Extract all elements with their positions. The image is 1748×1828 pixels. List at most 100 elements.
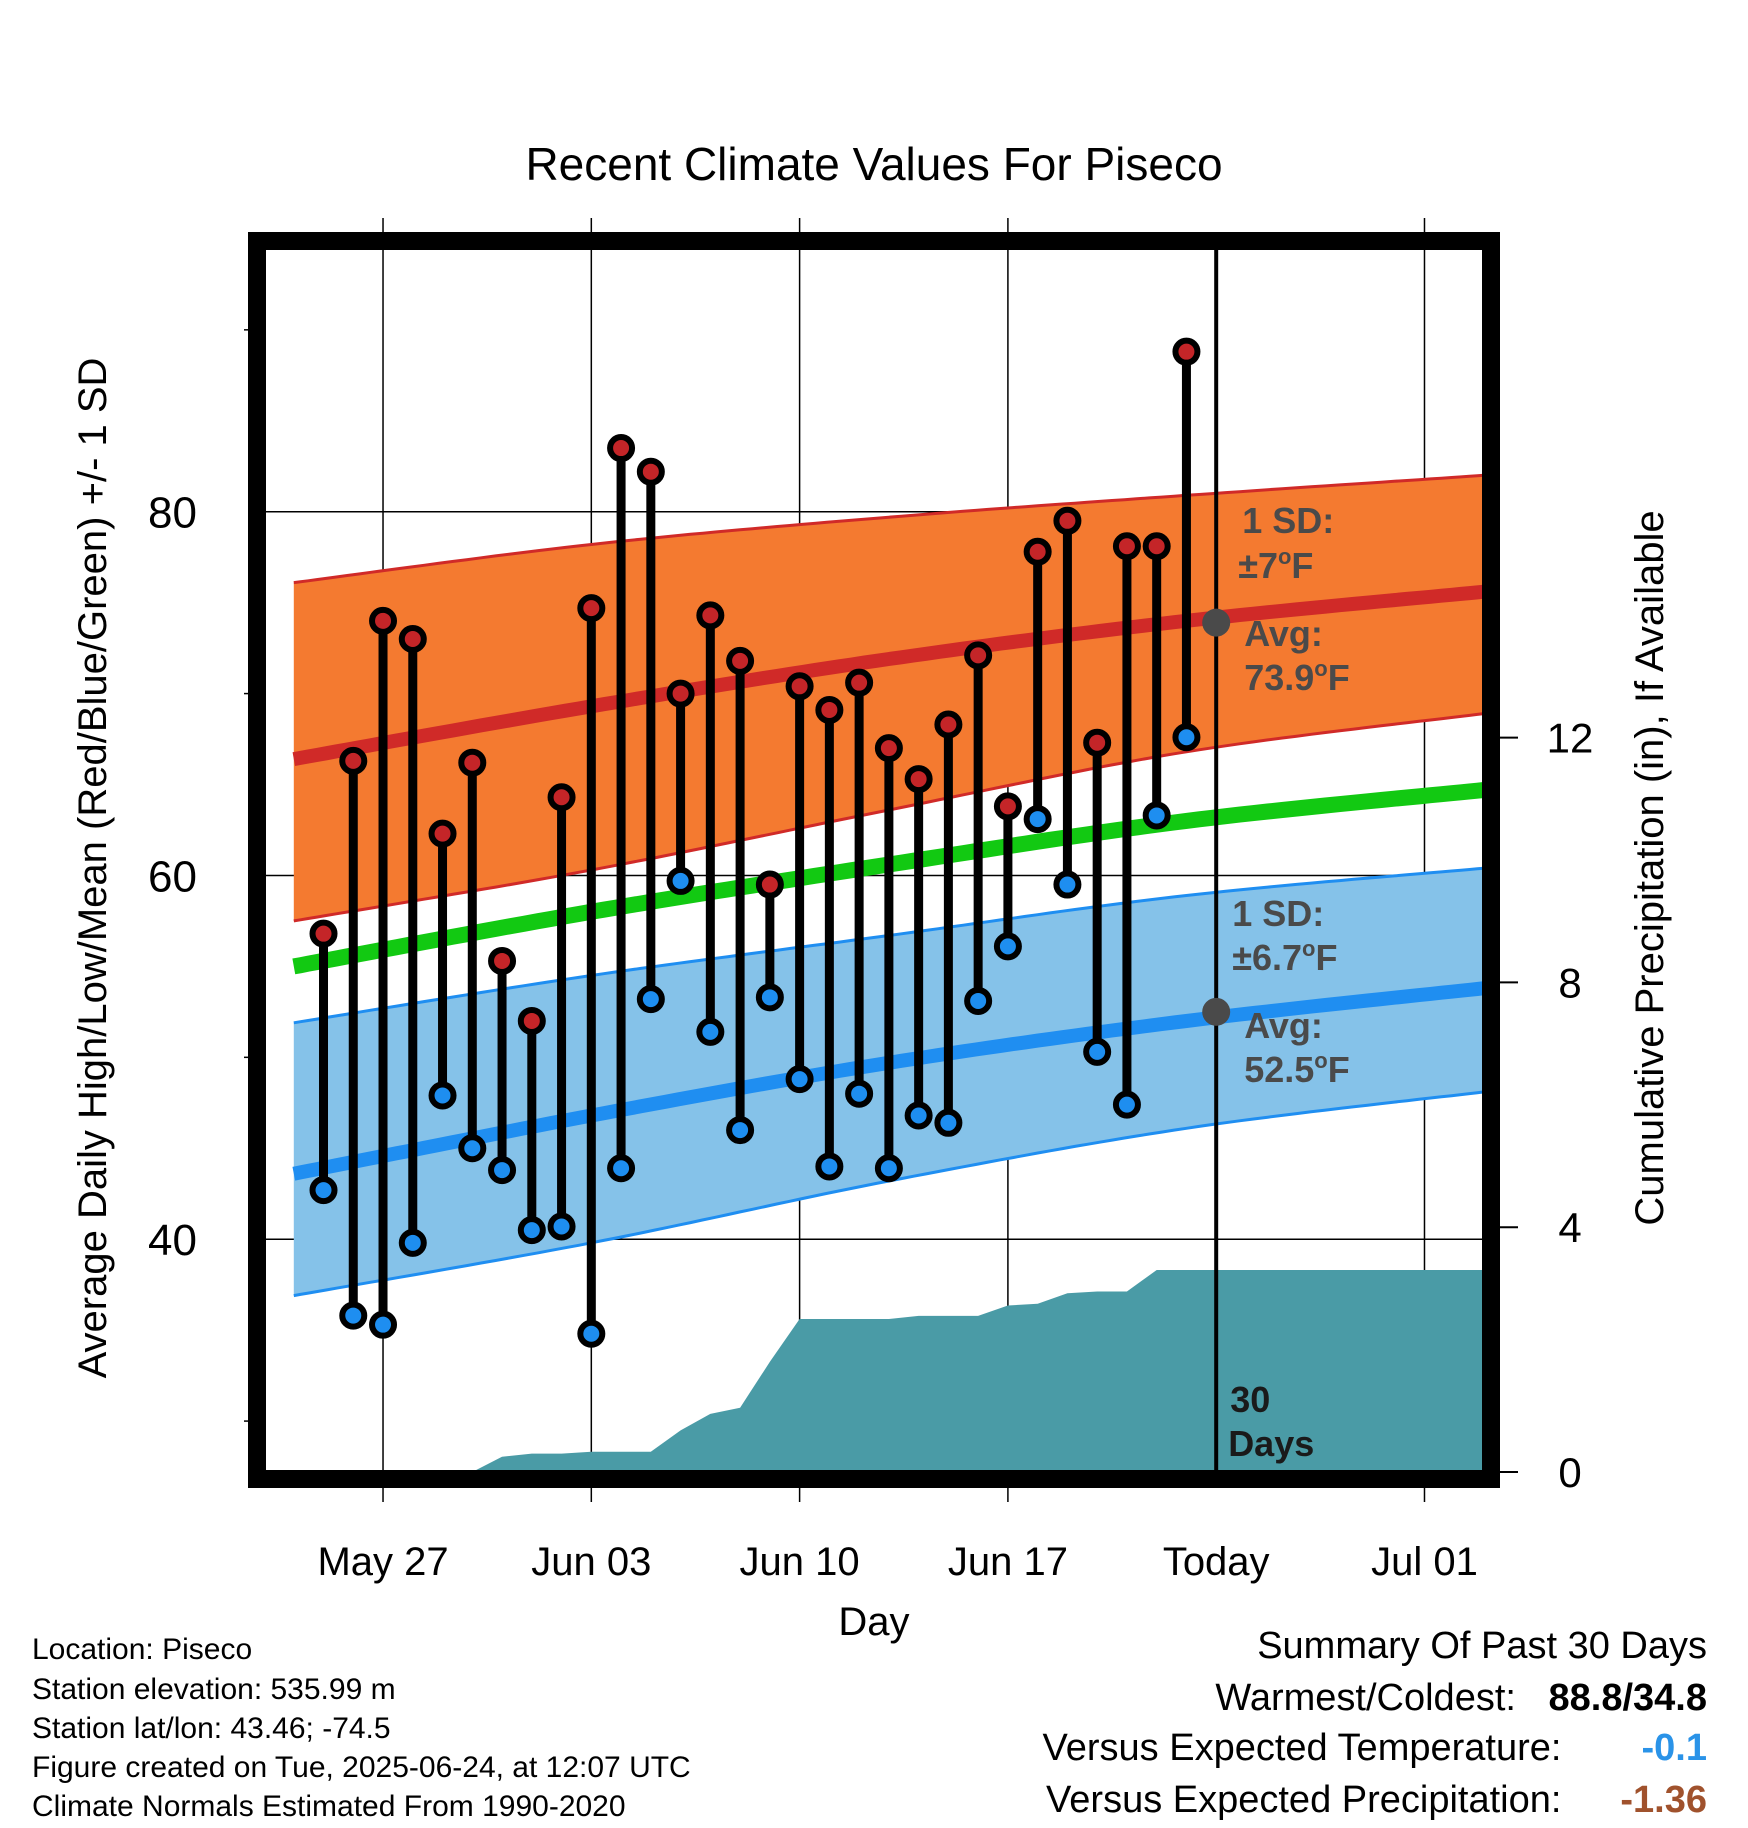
daily-low-point [845,1079,874,1108]
daily-low-point [1053,870,1082,899]
high-sd-label: 1 SD: [1242,500,1334,541]
daily-high-point [517,1006,546,1035]
daily-high-point [369,606,398,635]
today-high-avg-marker [1202,608,1231,637]
y2-axis-title: Cumulative Precipitation (in), If Availa… [1628,510,1672,1225]
y2-tick-label: 8 [1558,959,1581,1006]
precip-value: -1.36 [1620,1779,1707,1821]
daily-low-point [934,1108,963,1137]
low-sd-label: 1 SD: [1232,893,1324,934]
daily-high-point [785,672,814,701]
daily-high-point [458,748,487,777]
daily-low-point [1172,723,1201,752]
daily-high-point [874,734,903,763]
daily-high-point [398,625,427,654]
daily-low-point [785,1065,814,1094]
y2-tick-label: 0 [1558,1449,1581,1496]
warmest-value: 88.8/34.8 [1548,1677,1707,1719]
daily-low-point [726,1116,755,1145]
location-text: Location: Piseco [32,1633,253,1666]
daily-low-point [1023,805,1052,834]
x-tick-label: Today [1163,1540,1270,1584]
daily-high-point [755,870,784,899]
chart-title: Recent Climate Values For Piseco [525,138,1222,190]
daily-high-point [488,946,517,975]
x-tick-label: May 27 [317,1540,448,1584]
daily-low-point [815,1152,844,1181]
daily-high-point [726,646,755,675]
daily-high-point [993,792,1022,821]
y-tick-label: 60 [148,852,197,901]
daily-high-point [1023,537,1052,566]
daily-high-point [309,919,338,948]
daily-high-point [1112,532,1141,561]
low-sd-value: ±6.7oF [1232,936,1337,978]
normals-text: Climate Normals Estimated From 1990-2020 [32,1790,626,1823]
daily-high-point [845,668,874,697]
daily-low-point [696,1017,725,1046]
daily-high-point [547,783,576,812]
daily-low-point [339,1301,368,1330]
daily-low-point [904,1101,933,1130]
plot-frame [248,232,1500,1488]
high-sd-value: ±7oF [1238,544,1313,586]
summary-temp-row: Versus Expected Temperature: -0.1 [1043,1728,1707,1768]
x-tick-label: Jul 01 [1371,1540,1478,1584]
daily-high-point [636,457,665,486]
today-low-avg-marker [1202,997,1231,1026]
daily-high-point [1053,506,1082,535]
daily-high-point [339,746,368,775]
warmest-label: Warmest/Coldest: [1215,1677,1516,1719]
daily-low-point [636,985,665,1014]
daily-low-point [458,1134,487,1163]
temp-label: Versus Expected Temperature: [1042,1727,1562,1769]
daily-low-point [309,1176,338,1205]
high-avg-line [292,584,1485,766]
daily-high-point [1172,337,1201,366]
y2-tick-label: 4 [1558,1204,1581,1251]
x-tick-label: Jun 10 [740,1540,860,1584]
daily-low-point [547,1212,576,1241]
x-tick-label: Jun 17 [948,1540,1068,1584]
daily-high-point [696,601,725,630]
summary-warmest-row: Warmest/Coldest: 88.8/34.8 [1215,1678,1707,1718]
daily-high-point [964,641,993,670]
daily-low-point [488,1156,517,1185]
days-word-label: Days [1228,1423,1314,1464]
low-avg-value: 52.5oF [1244,1048,1350,1090]
temp-value: -0.1 [1641,1727,1707,1769]
daily-low-point [993,932,1022,961]
created-text: Figure created on Tue, 2025-06-24, at 12… [32,1751,691,1784]
daily-low-point [517,1216,546,1245]
daily-high-point [1142,532,1171,561]
daily-high-point [428,819,457,848]
x-tick-label: Jun 03 [531,1540,651,1584]
high-sd-band-upper-edge [293,473,1485,585]
daily-low-point [428,1081,457,1110]
daily-low-point [666,866,695,895]
daily-high-point [666,679,695,708]
daily-high-point [934,710,963,739]
high-avg-value: 73.9oF [1244,656,1350,698]
daily-high-point [577,594,606,623]
daily-high-point [904,765,933,794]
y-tick-label: 80 [148,489,197,538]
summary-title: Summary Of Past 30 Days [1257,1625,1707,1667]
y-axis-title: Average Daily High/Low/Mean (Red/Blue/Gr… [71,358,115,1379]
low-avg-label: Avg: [1244,1005,1323,1046]
precip-area [353,1270,1484,1472]
daily-high-point [815,695,844,724]
daily-low-point [398,1228,427,1257]
daily-low-point [964,986,993,1015]
daily-low-point [1112,1090,1141,1119]
daily-low-point [1142,801,1171,830]
daily-high-point [1083,728,1112,757]
daily-low-point [755,983,784,1012]
elevation-text: Station elevation: 535.99 m [32,1673,396,1706]
days-count-label: 30 [1230,1379,1270,1420]
high-avg-label: Avg: [1244,613,1323,654]
daily-low-point [607,1154,636,1183]
precip-label: Versus Expected Precipitation: [1046,1779,1562,1821]
x-axis-title: Day [838,1600,909,1644]
